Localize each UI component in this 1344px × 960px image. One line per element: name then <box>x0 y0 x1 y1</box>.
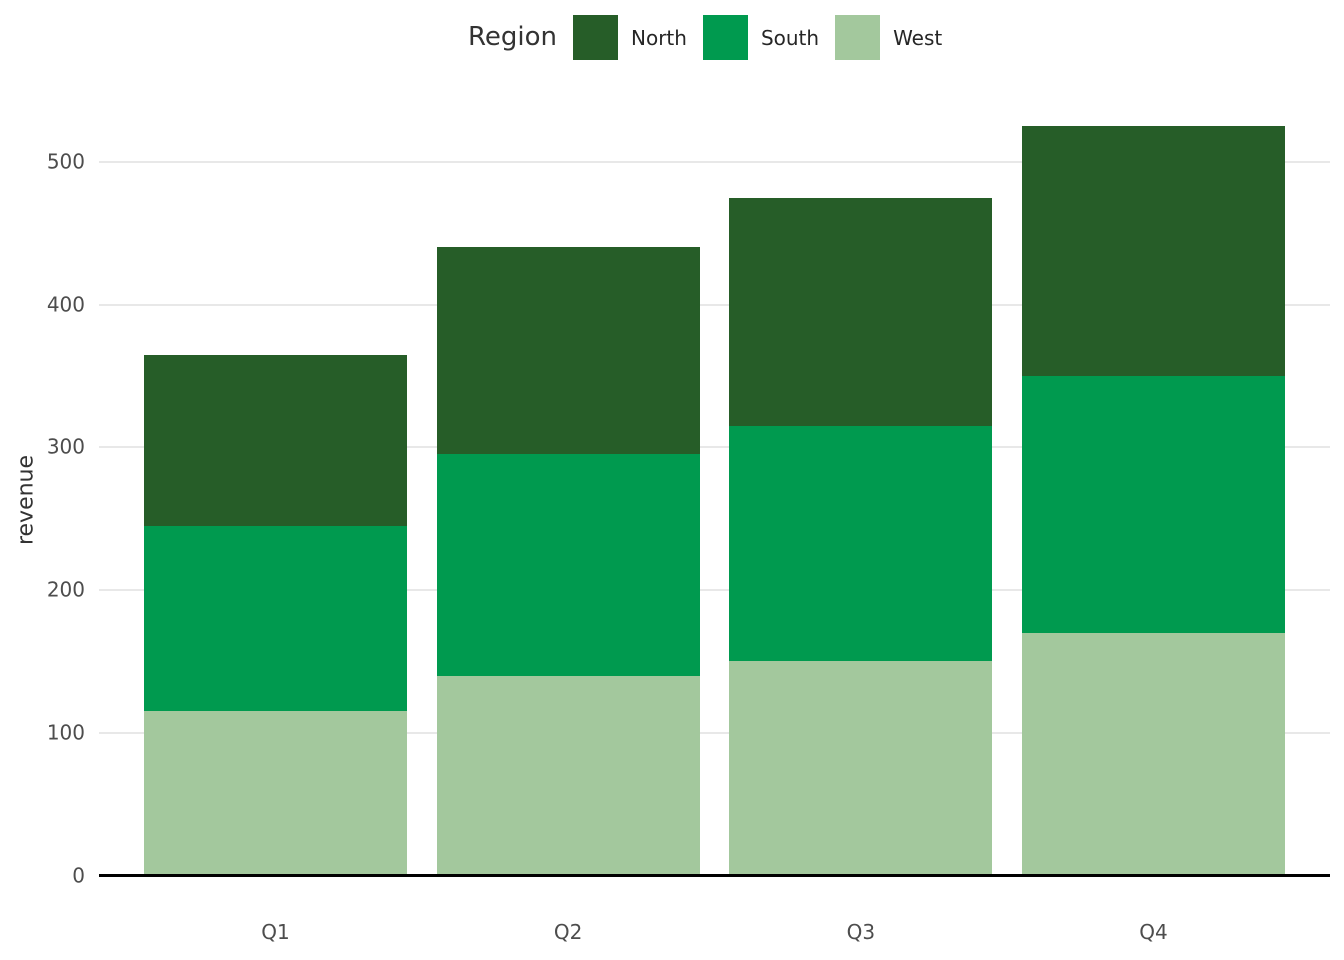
gridline-400 <box>99 303 1330 306</box>
bar-segment-q3-south <box>729 425 993 662</box>
plot-area <box>99 0 1330 877</box>
y-tick-label-100: 100 <box>46 720 85 745</box>
y-tick-label-0: 0 <box>72 863 85 888</box>
x-tick-label-q3: Q3 <box>846 920 876 944</box>
gridline-500 <box>99 160 1330 163</box>
bar-segment-q1-south <box>144 525 407 712</box>
bar-segment-q4-west <box>1022 632 1285 876</box>
bar-segment-q2-south <box>436 454 700 676</box>
legend-swatch-south <box>702 15 748 60</box>
y-tick-label-400: 400 <box>46 292 85 317</box>
legend-item-north: North <box>573 15 687 60</box>
bar-segment-q4-north <box>1022 126 1285 376</box>
bar-segment-q3-west <box>729 661 993 876</box>
gridline-200 <box>99 589 1330 592</box>
bar-segment-q2-north <box>436 247 700 455</box>
y-axis-ticks: 0 100 200 300 400 500 <box>0 0 85 887</box>
gridline-100 <box>99 731 1330 734</box>
bar-segment-q1-west <box>144 711 407 876</box>
gridline-300 <box>99 446 1330 449</box>
y-tick-label-500: 500 <box>46 149 85 174</box>
legend-item-west: West <box>835 15 942 60</box>
x-tick-label-q1: Q1 <box>261 920 290 944</box>
legend-item-south: South <box>702 15 820 60</box>
x-axis-ticks: Q1 Q2 Q3 Q4 <box>99 920 1330 948</box>
bar-segment-q2-west <box>436 675 700 876</box>
legend-label-north: North <box>631 25 687 50</box>
legend-label-south: South <box>760 25 820 50</box>
legend: Region North South West <box>468 14 942 61</box>
y-tick-label-200: 200 <box>46 577 85 602</box>
legend-label-west: West <box>893 25 943 50</box>
x-tick-label-q4: Q4 <box>1139 920 1168 944</box>
bar-segment-q1-north <box>144 354 407 526</box>
legend-title: Region <box>468 22 558 52</box>
x-axis-line <box>99 874 1330 877</box>
legend-swatch-north <box>573 15 619 60</box>
y-tick-label-300: 300 <box>46 434 85 459</box>
bar-segment-q3-north <box>729 197 993 426</box>
legend-swatch-west <box>835 15 881 60</box>
bar-segment-q4-south <box>1022 375 1285 633</box>
x-tick-label-q2: Q2 <box>553 920 583 944</box>
